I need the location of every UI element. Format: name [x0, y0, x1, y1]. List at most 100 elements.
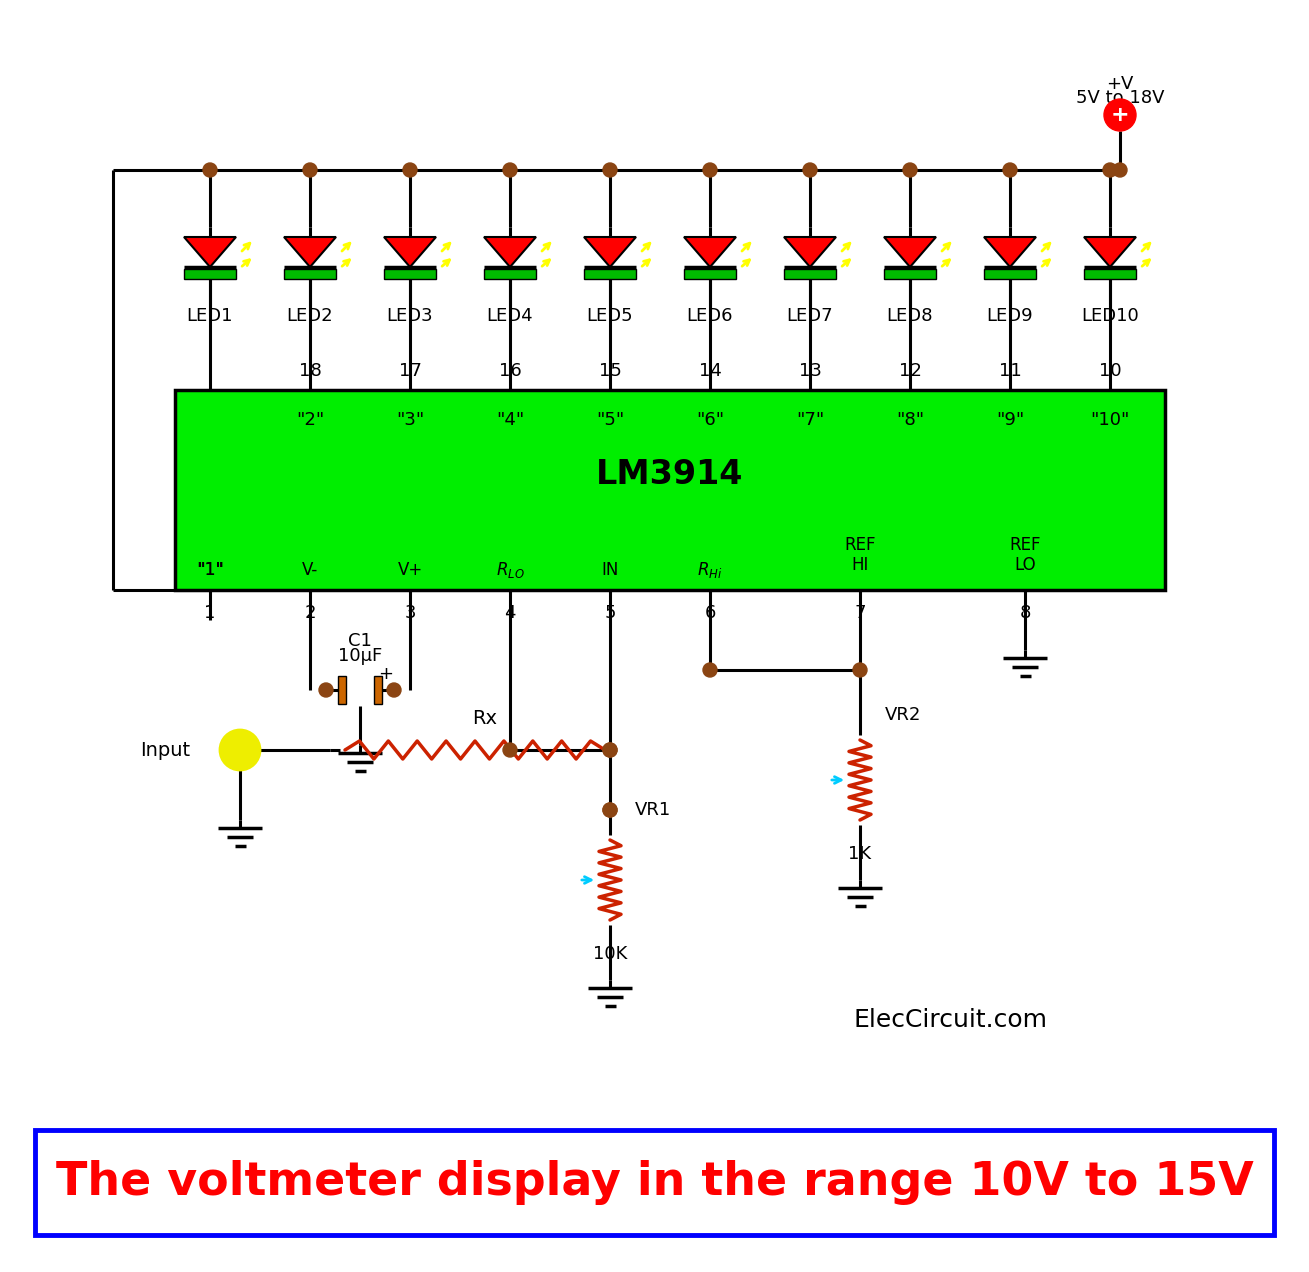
Text: "5": "5": [596, 411, 624, 429]
Text: 14: 14: [699, 363, 721, 380]
Polygon shape: [784, 237, 836, 267]
Circle shape: [1003, 163, 1017, 177]
Circle shape: [503, 743, 517, 757]
Text: LED4: LED4: [487, 307, 533, 326]
Bar: [1084, 268, 1136, 279]
Text: 5V to 18V: 5V to 18V: [1076, 89, 1164, 107]
Text: 12: 12: [898, 363, 922, 380]
Polygon shape: [185, 237, 236, 267]
Circle shape: [603, 743, 617, 757]
Text: VR1: VR1: [635, 801, 672, 819]
Polygon shape: [685, 237, 736, 267]
Text: "7": "7": [796, 411, 825, 429]
Text: "10": "10": [1090, 411, 1130, 429]
Circle shape: [319, 683, 332, 697]
Text: 13: 13: [798, 363, 822, 380]
Text: LED6: LED6: [687, 307, 733, 326]
Circle shape: [603, 163, 617, 177]
Text: REF
LO: REF LO: [1009, 536, 1041, 575]
Text: "8": "8": [895, 411, 924, 429]
Polygon shape: [484, 237, 535, 267]
Polygon shape: [284, 237, 336, 267]
Text: 10K: 10K: [593, 945, 627, 963]
Text: 7: 7: [855, 604, 865, 622]
Text: 11: 11: [999, 363, 1021, 380]
Bar: [384, 268, 436, 279]
Text: LED2: LED2: [287, 307, 334, 326]
Text: LED8: LED8: [886, 307, 933, 326]
Circle shape: [403, 163, 418, 177]
Circle shape: [903, 163, 918, 177]
Text: LED7: LED7: [787, 307, 834, 326]
Text: 17: 17: [398, 363, 421, 380]
Bar: [175, 391, 1165, 590]
Text: 3: 3: [404, 604, 416, 622]
Polygon shape: [384, 237, 436, 267]
Bar: [984, 268, 1035, 279]
Text: 1K: 1K: [848, 845, 872, 862]
Circle shape: [387, 683, 401, 697]
Text: V+: V+: [398, 561, 423, 579]
Circle shape: [853, 663, 867, 677]
Text: C1: C1: [348, 632, 372, 650]
Text: "6": "6": [696, 411, 724, 429]
Text: 4: 4: [504, 604, 516, 622]
Text: "1": "1": [196, 561, 223, 579]
Text: LED9: LED9: [987, 307, 1033, 326]
Text: LED3: LED3: [386, 307, 433, 326]
Text: +: +: [1111, 106, 1130, 125]
Bar: [884, 268, 936, 279]
Text: LM3914: LM3914: [597, 458, 744, 491]
Circle shape: [703, 663, 717, 677]
Text: 18: 18: [298, 363, 322, 380]
Text: The voltmeter display in the range 10V to 15V: The voltmeter display in the range 10V t…: [55, 1160, 1254, 1205]
Circle shape: [603, 803, 617, 817]
Text: 16: 16: [499, 363, 521, 380]
Text: 2: 2: [304, 604, 315, 622]
Text: V-: V-: [302, 561, 318, 579]
Circle shape: [703, 163, 717, 177]
Text: Rx: Rx: [473, 709, 497, 728]
Bar: [685, 268, 736, 279]
Polygon shape: [984, 237, 1035, 267]
Text: 10: 10: [1098, 363, 1122, 380]
Text: VR2: VR2: [885, 706, 922, 724]
Circle shape: [220, 730, 260, 770]
Text: Input: Input: [140, 740, 190, 759]
Text: LED1: LED1: [187, 307, 233, 326]
Polygon shape: [884, 237, 936, 267]
Circle shape: [1103, 99, 1136, 131]
Text: "2": "2": [296, 411, 325, 429]
Bar: [484, 268, 535, 279]
Circle shape: [302, 163, 317, 177]
Text: LED10: LED10: [1081, 307, 1139, 326]
Circle shape: [1113, 163, 1127, 177]
Text: 5: 5: [605, 604, 615, 622]
Text: +V: +V: [1106, 75, 1134, 93]
Bar: [338, 675, 346, 703]
Polygon shape: [1084, 237, 1136, 267]
Text: REF
HI: REF HI: [844, 536, 876, 575]
Circle shape: [603, 803, 617, 817]
Text: 8: 8: [1020, 604, 1030, 622]
Text: "3": "3": [395, 411, 424, 429]
Text: 6: 6: [704, 604, 716, 622]
Text: +: +: [378, 665, 394, 683]
Text: 10μF: 10μF: [338, 647, 382, 665]
Text: LED5: LED5: [586, 307, 634, 326]
Bar: [374, 675, 382, 703]
Circle shape: [1103, 163, 1117, 177]
Text: "1": "1": [196, 561, 224, 579]
Bar: [185, 268, 236, 279]
Circle shape: [503, 163, 517, 177]
Text: 1: 1: [204, 604, 216, 622]
Circle shape: [603, 743, 617, 757]
Bar: [35, 1130, 1274, 1235]
Circle shape: [203, 163, 217, 177]
Text: $R_{LO}$: $R_{LO}$: [496, 560, 525, 580]
Bar: [784, 268, 836, 279]
Text: "4": "4": [496, 411, 524, 429]
Text: IN: IN: [601, 561, 619, 579]
Bar: [584, 268, 636, 279]
Circle shape: [802, 163, 817, 177]
